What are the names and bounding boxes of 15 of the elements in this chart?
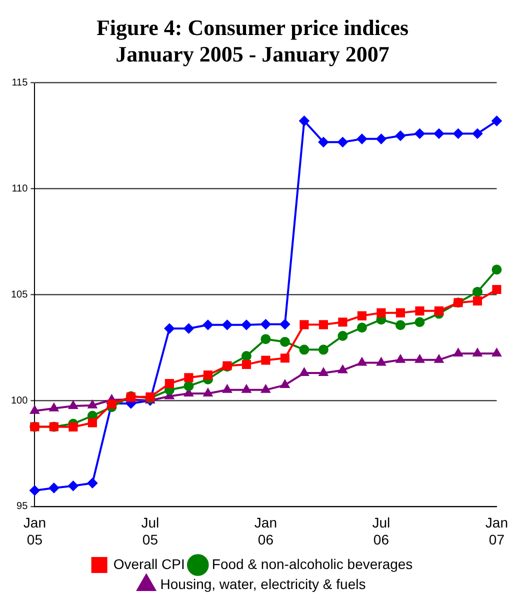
x-tick-label: Jul 06: [372, 514, 390, 548]
y-tick-label: 95: [16, 501, 28, 512]
text: January 2005 - January 2007: [116, 41, 390, 66]
legend-label: Overall CPI: [113, 556, 185, 572]
legend-label: Food & non-alcoholic beverages: [212, 556, 413, 572]
text: Figure 4: Consumer price indices: [96, 14, 409, 40]
x-tick-label: Jan 05: [23, 514, 46, 548]
y-tick-label: 100: [10, 395, 28, 406]
x-tick-label: Jan 06: [254, 514, 277, 548]
y-tick-label: 110: [12, 183, 28, 194]
y-tick-label: 105: [10, 289, 28, 300]
y-tick-label: 115: [12, 78, 28, 89]
x-tick-label: Jul 05: [141, 514, 160, 548]
legend-label: Housing, water, electricity & fuels: [160, 576, 366, 592]
x-tick-label: Jan 07: [485, 514, 508, 548]
